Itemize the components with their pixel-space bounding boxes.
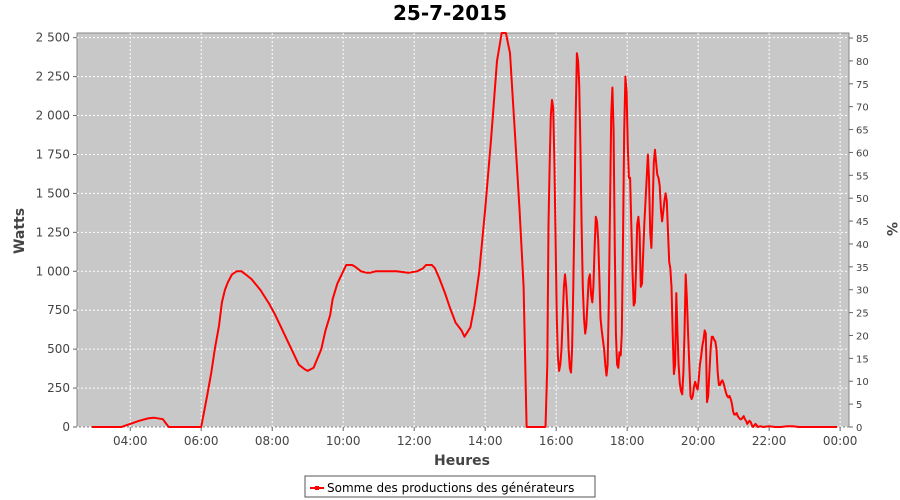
x-tick-label: 18:00 (610, 434, 645, 448)
series-line (91, 32, 838, 428)
y2-tick-label: 50 (856, 194, 869, 205)
y2-tick-label: 60 (856, 148, 869, 159)
y2-tick-label: 5 (856, 400, 862, 411)
chart-title: 25-7-2015 (393, 1, 507, 25)
y-tick-label: 1 500 (36, 186, 70, 200)
y-tick-label: 2 000 (36, 109, 70, 123)
x-tick-label: 10:00 (326, 434, 361, 448)
y2-tick-label: 75 (856, 80, 869, 91)
y-axis-label: Watts (12, 208, 28, 254)
y2-tick-label: 55 (856, 171, 869, 182)
legend-marker-swatch (315, 486, 319, 490)
y2-tick-label: 65 (856, 126, 869, 137)
x-tick-label: 08:00 (255, 434, 290, 448)
y-tick-label: 1 250 (36, 225, 70, 239)
x-tick-label: 16:00 (539, 434, 574, 448)
legend: Somme des productions des générateurs (304, 475, 596, 498)
x-tick-label: 00:00 (823, 434, 858, 448)
x-axis-label: Heures (434, 453, 490, 469)
plot-area (76, 32, 850, 428)
y-tick-label: 1 000 (36, 264, 70, 278)
legend-box (304, 475, 596, 498)
y2-tick-label: 15 (856, 354, 869, 365)
y2-tick-label: 85 (856, 34, 869, 45)
y-tick-label: 500 (47, 342, 70, 356)
y-tick-label: 2 250 (36, 70, 70, 84)
y2-tick-label: 25 (856, 309, 869, 320)
x-tick-label: 06:00 (184, 434, 219, 448)
series-layer (91, 32, 838, 428)
y-tick-label: 0 (62, 420, 70, 434)
y2-tick-label: 70 (856, 103, 869, 114)
y-tick-label: 750 (47, 303, 70, 317)
y2-tick-label: 0 (856, 423, 862, 434)
y-tick-label: 250 (47, 381, 70, 395)
y2-tick-label: 20 (856, 331, 869, 342)
y2-axis-label: % (883, 222, 899, 236)
x-tick-label: 20:00 (681, 434, 716, 448)
x-tick-label: 22:00 (752, 434, 787, 448)
y2-tick-label: 10 (856, 377, 869, 388)
y2-tick-label: 80 (856, 57, 869, 68)
y2-tick-label: 45 (856, 217, 869, 228)
y-axis-right: 0 5 10 15 20 25 30 35 40 45 50 55 60 65 70 75 80 85 (849, 34, 869, 434)
y-axis-left: 0 250 500 750 1 000 1 250 1 500 1 750 2 000 2 250… (36, 31, 77, 434)
x-tick-label: 12:00 (397, 434, 432, 448)
x-tick-label: 14:00 (468, 434, 503, 448)
x-tick-label: 04:00 (113, 434, 148, 448)
y2-tick-label: 40 (856, 240, 869, 251)
y2-tick-label: 30 (856, 286, 869, 297)
y-tick-label: 1 750 (36, 147, 70, 161)
grid-lines (77, 33, 849, 428)
legend-label: Somme des productions des générateurs (327, 481, 574, 495)
x-axis: 04:00 06:00 08:00 10:00 12:00 14:00 16:00 18:00… (113, 427, 857, 448)
y-tick-label: 2 500 (36, 31, 70, 45)
y2-tick-label: 35 (856, 263, 869, 274)
